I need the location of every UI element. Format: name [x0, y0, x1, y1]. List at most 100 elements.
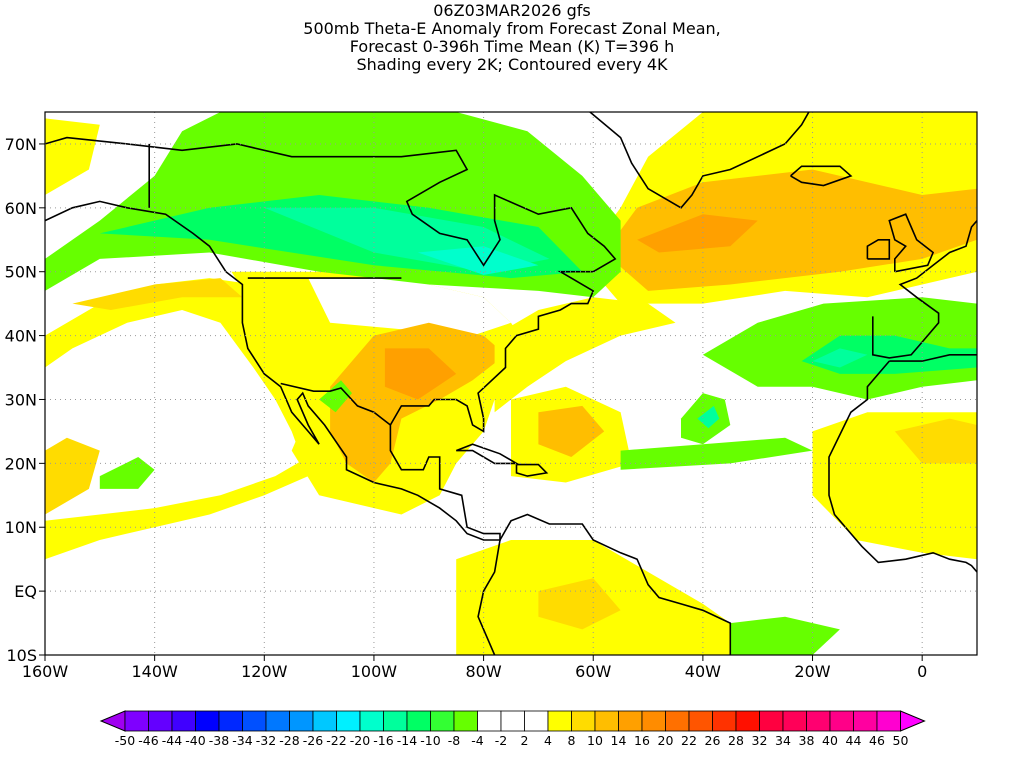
- colorbar-box: [218, 710, 243, 732]
- shading-region: [604, 169, 977, 291]
- shading-region: [417, 246, 539, 275]
- colorbar-box: [359, 710, 384, 732]
- colorbar-label: 50: [893, 733, 909, 748]
- colorbar-label: -10: [420, 733, 440, 748]
- title-line-variable: 500mb Theta-E Anomaly from Forecast Zona…: [303, 19, 721, 38]
- shading-region: [99, 457, 155, 489]
- coastline: [588, 112, 810, 209]
- coastline: [871, 220, 977, 359]
- axes: 160W 140W 120W 100W 80W 60W 40W 20W 0 10S EQ 10N 20N…: [5, 135, 928, 681]
- colorbar-label: 22: [681, 733, 697, 748]
- colorbar-low-triangle: [99, 710, 126, 732]
- shading-region: [620, 437, 813, 470]
- colorbar-box: [594, 710, 619, 732]
- colorbar-label: -16: [373, 733, 393, 748]
- colorbar-label: 46: [869, 733, 885, 748]
- colorbar-label: -4: [471, 733, 484, 748]
- colorbar-box: [688, 710, 713, 732]
- lat-tick-label: 30N: [5, 390, 37, 409]
- coastline: [455, 443, 520, 465]
- colorbar-box: [571, 710, 596, 732]
- colorbar-box: [712, 710, 737, 732]
- colorbar-box: [735, 710, 760, 732]
- lon-tick-label: 40W: [685, 662, 721, 681]
- colorbar-label: -40: [185, 733, 205, 748]
- colorbar-label: 10: [587, 733, 603, 748]
- plot-frame: [44, 111, 978, 656]
- lon-tick-label: 120W: [241, 662, 288, 681]
- lon-tick-label: 160W: [22, 662, 69, 681]
- colorbar-label: -44: [162, 733, 182, 748]
- colorbar-box: [148, 710, 173, 732]
- shading-region: [308, 278, 511, 336]
- colorbar-box: [406, 710, 431, 732]
- lon-tick-label: 80W: [465, 662, 501, 681]
- lon-tick-label: 0: [917, 662, 927, 681]
- colorbar-box: [477, 710, 502, 732]
- shading-region: [538, 405, 605, 457]
- shading-region: [637, 214, 758, 253]
- colorbar-label: 20: [658, 733, 674, 748]
- colorbar-label: 34: [775, 733, 791, 748]
- lat-tick-label: 10S: [6, 646, 37, 665]
- lat-tick-label: 10N: [5, 518, 37, 537]
- colorbar-box: [641, 710, 666, 732]
- colorbar-label: 8: [568, 733, 576, 748]
- shading-region: [45, 437, 100, 515]
- colorbar-label: -22: [326, 733, 346, 748]
- coastlines: [45, 112, 977, 655]
- colorbar-high-triangle: [900, 710, 926, 732]
- shading-region: [72, 278, 243, 310]
- colorbar-label: 40: [822, 733, 838, 748]
- colorbar-box: [265, 710, 290, 732]
- colorbar-box: [829, 710, 854, 732]
- colorbar-box: [124, 710, 149, 732]
- colorbar-label: -38: [209, 733, 229, 748]
- lon-tick-label: 140W: [131, 662, 178, 681]
- coastline: [889, 353, 977, 362]
- colorbar-box: [336, 710, 361, 732]
- colorbar-box: [853, 710, 878, 732]
- colorbar-label: -28: [279, 733, 299, 748]
- colorbar-label: -50: [115, 733, 135, 748]
- lon-tick-label: 20W: [794, 662, 830, 681]
- colorbar-box: [524, 710, 549, 732]
- colorbar-box: [547, 710, 572, 732]
- colorbar-label: -46: [138, 733, 158, 748]
- coastline: [499, 513, 732, 655]
- shading-region: [812, 348, 868, 368]
- lon-tick-label: 100W: [351, 662, 398, 681]
- coastline: [45, 136, 617, 541]
- colorbar-label: 28: [728, 733, 744, 748]
- colorbar-label: -34: [232, 733, 252, 748]
- coastline: [477, 539, 501, 655]
- lat-tick-label: EQ: [14, 582, 37, 601]
- shading-region: [730, 616, 840, 655]
- title-line-forecast: Forecast 0-396h Time Mean (K) T=396 h: [349, 37, 675, 56]
- colorbar-box: [500, 710, 525, 732]
- colorbar-box: [782, 710, 807, 732]
- colorbar-label: 38: [799, 733, 815, 748]
- colorbar-box: [171, 710, 196, 732]
- coastline: [866, 239, 891, 260]
- colorbar: -50 -46 -44 -40 -38 -34 -32 -28 -26 -22 -20 -16 -14-…: [99, 710, 926, 748]
- anomaly-shading: [45, 112, 977, 655]
- colorbar-label: 14: [611, 733, 627, 748]
- shading-region: [894, 418, 977, 464]
- colorbar-box: [618, 710, 643, 732]
- title-line-run: 06Z03MAR2026 gfs: [433, 1, 591, 20]
- colorbar-label: -2: [495, 733, 507, 748]
- coastline: [515, 463, 549, 477]
- colorbar-box: [665, 710, 690, 732]
- coastline: [888, 213, 935, 273]
- colorbar-box: [195, 710, 220, 732]
- coastline: [828, 360, 977, 573]
- lon-tick-label: 60W: [575, 662, 611, 681]
- coastline: [790, 165, 853, 187]
- colorbar-box: [759, 710, 784, 732]
- colorbar-label: -26: [303, 733, 323, 748]
- lat-tick-label: 50N: [5, 263, 37, 282]
- colorbar-box: [312, 710, 337, 732]
- lat-tick-label: 20N: [5, 454, 37, 473]
